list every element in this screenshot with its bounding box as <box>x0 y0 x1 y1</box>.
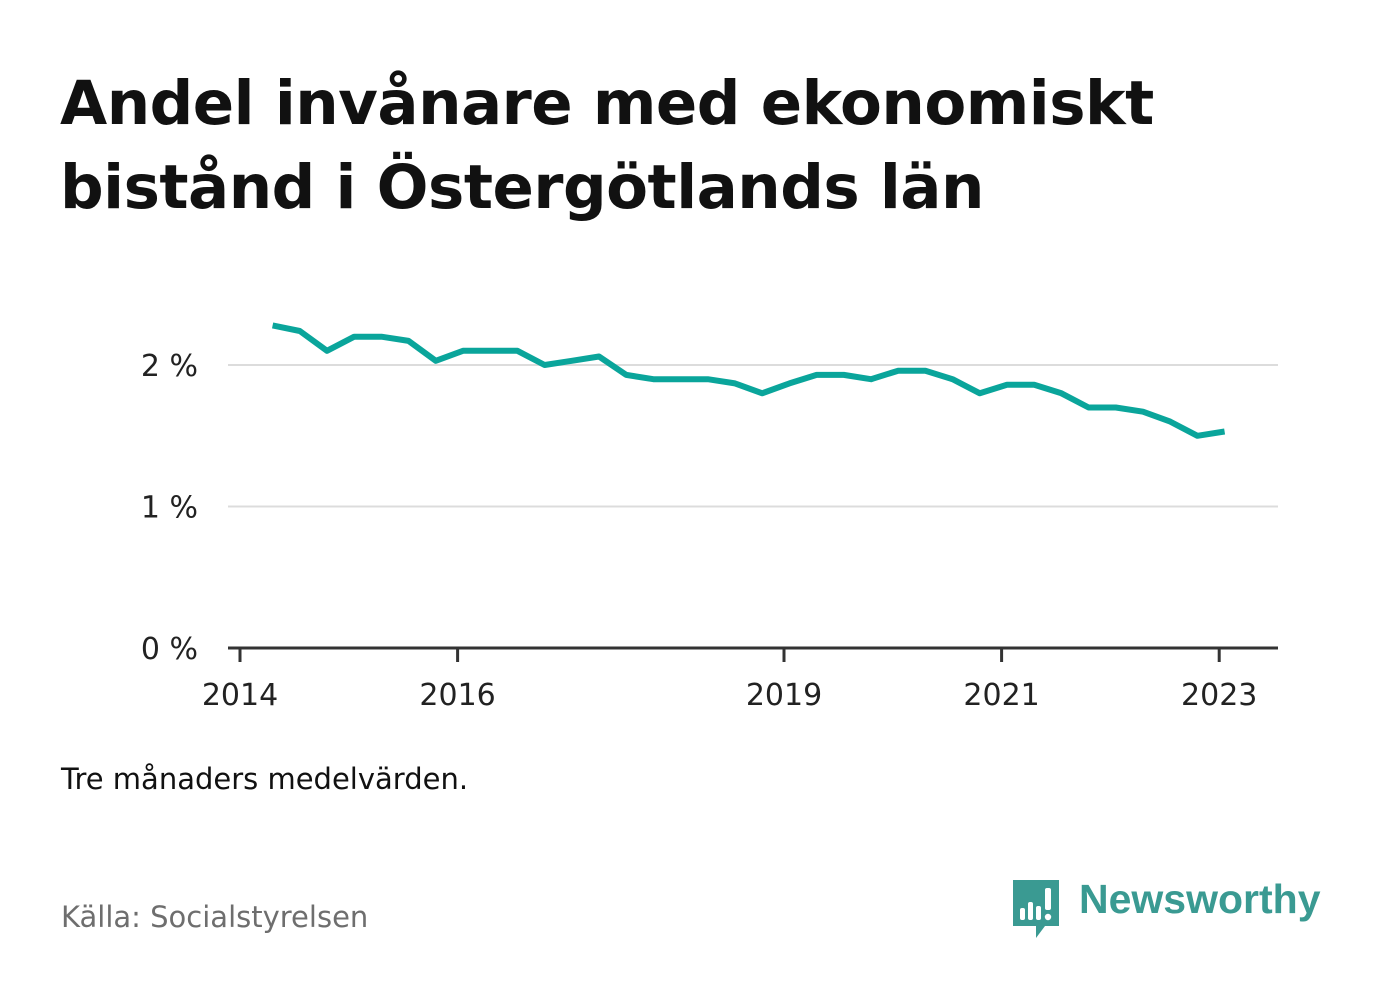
x-tick-label: 2014 <box>202 678 278 713</box>
source-text: Källa: Socialstyrelsen <box>61 900 369 934</box>
brand-name: Newsworthy <box>1079 876 1321 922</box>
y-tick-label: 1 % <box>141 491 198 526</box>
y-tick-label: 0 % <box>141 632 198 667</box>
x-tick-label: 2021 <box>963 678 1039 713</box>
x-tick-label: 2023 <box>1181 678 1257 713</box>
chart-title: Andel invånare med ekonomiskt bistånd i … <box>60 68 1154 223</box>
y-tick-labels: 0 % 1 % 2 % <box>141 349 198 667</box>
x-tick-label: 2016 <box>419 678 495 713</box>
series-group <box>271 322 1226 439</box>
y-tick-label: 2 % <box>141 349 198 384</box>
gridlines <box>228 364 1278 508</box>
series-line-0 <box>271 322 1226 439</box>
chart-note: Tre månaders medelvärden. <box>61 762 469 796</box>
x-ticks <box>238 648 1221 662</box>
brand-logo: Newsworthy <box>1011 876 1321 940</box>
x-tick-labels: 2014 2016 2019 2021 2023 <box>202 678 1258 713</box>
x-tick-label: 2019 <box>746 678 822 713</box>
newsworthy-logo-icon <box>1013 880 1059 938</box>
